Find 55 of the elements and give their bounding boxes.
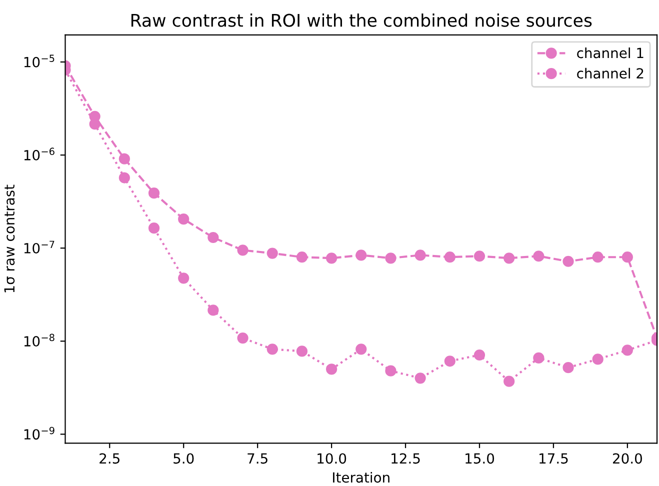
point bbox=[414, 250, 426, 261]
point bbox=[622, 252, 633, 263]
point bbox=[296, 252, 308, 263]
point bbox=[237, 244, 248, 256]
point bbox=[385, 365, 396, 376]
point bbox=[148, 188, 160, 199]
point bbox=[326, 364, 338, 375]
point bbox=[444, 252, 456, 263]
point bbox=[504, 252, 515, 264]
point bbox=[178, 272, 190, 284]
y-tick-label: 10$^{−5}$ bbox=[24, 54, 54, 68]
point bbox=[118, 153, 130, 164]
x-tick-label: 2.5 bbox=[100, 453, 120, 464]
x-tick-label: 17.5 bbox=[540, 453, 568, 464]
x-tick-label: 7.5 bbox=[248, 453, 268, 464]
x-tick-label: 12.5 bbox=[392, 453, 420, 464]
point bbox=[474, 250, 486, 262]
point bbox=[385, 252, 396, 264]
point bbox=[622, 344, 633, 356]
point bbox=[296, 346, 308, 357]
x-axis-title: Iteration bbox=[333, 472, 390, 483]
chart-title: Raw contrast in ROI with the combined noise sources bbox=[131, 13, 592, 27]
point bbox=[178, 214, 190, 225]
x-tick-label: 20.0 bbox=[612, 453, 642, 464]
point bbox=[356, 250, 367, 261]
x-tick-label: 5.0 bbox=[174, 453, 194, 464]
point bbox=[533, 250, 544, 262]
point bbox=[237, 332, 248, 344]
y-axis-title: 1σ raw contrast bbox=[4, 184, 15, 292]
point bbox=[562, 256, 574, 267]
point bbox=[266, 248, 278, 259]
x-tick-label: 10.0 bbox=[318, 453, 346, 464]
point bbox=[592, 354, 604, 365]
point bbox=[592, 252, 604, 263]
y-tick-label: 10$^{−7}$ bbox=[24, 240, 54, 254]
y-tick-label: 10$^{−6}$ bbox=[24, 148, 54, 160]
point bbox=[533, 352, 544, 364]
point bbox=[89, 118, 100, 130]
point bbox=[504, 376, 515, 387]
point bbox=[208, 232, 219, 244]
point bbox=[118, 172, 130, 184]
y-tick-label: 10$^{−8}$ bbox=[24, 334, 54, 347]
point bbox=[562, 362, 574, 374]
legend-label: channel 2 bbox=[577, 68, 644, 79]
point bbox=[266, 344, 278, 355]
point bbox=[414, 372, 426, 384]
y-tick-label: 10$^{−9}$ bbox=[24, 426, 54, 440]
point bbox=[356, 344, 367, 355]
point bbox=[444, 356, 456, 367]
point bbox=[474, 349, 486, 361]
legend-label: channel 1 bbox=[577, 47, 644, 58]
point bbox=[148, 222, 160, 234]
x-tick-label: 15.0 bbox=[466, 453, 494, 464]
point bbox=[326, 252, 338, 264]
point bbox=[208, 304, 219, 316]
